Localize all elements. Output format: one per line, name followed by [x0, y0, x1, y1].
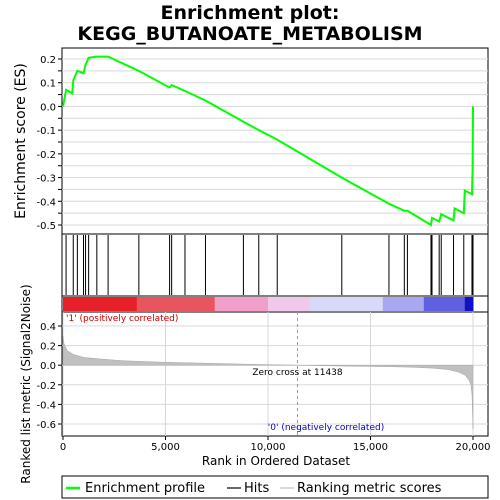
- hit-marks: [65, 235, 474, 295]
- es-ytick-label-0: 0.2: [40, 55, 56, 66]
- xtick-label-4: 20,000: [456, 442, 491, 453]
- ranking-gridlines: [62, 312, 488, 436]
- xtick-label-3: 15,000: [353, 442, 388, 453]
- ranking-panel-frame: [61, 311, 489, 437]
- chart-title-line1: Enrichment plot:: [161, 2, 340, 24]
- legend-label-enrichment: Enrichment profile: [85, 481, 205, 496]
- heat-bar-segment-3: [268, 297, 310, 311]
- zero-cross-label: Zero cross at 11438: [252, 368, 343, 378]
- rank-ytick-label-0: 0.4: [40, 322, 56, 333]
- es-ytick-label-2: 0.1: [40, 79, 56, 90]
- x-axis-label: Rank in Ordered Dataset: [202, 454, 350, 468]
- rank-ytick-label-4: -0.4: [36, 400, 56, 411]
- legend-box: [61, 475, 489, 499]
- hits-panel-frame: [61, 233, 489, 297]
- rank-ytick-label-1: 0.2: [40, 342, 56, 353]
- ranking-metric-area: [62, 335, 474, 429]
- es-ytick-label-6: -0.1: [36, 126, 56, 137]
- rank-ytick-label-3: -0.2: [36, 381, 56, 392]
- legend-label-hits: Hits: [244, 481, 269, 496]
- heat-bar-segment-1: [136, 297, 216, 311]
- heat-bar-segment-0: [63, 297, 138, 311]
- es-ytick-label-8: -0.2: [36, 150, 56, 161]
- heat-bar-segment-2: [214, 297, 269, 311]
- ranking-heat-bar: [63, 297, 474, 311]
- negative-correlation-label: '0' (negatively correlated): [268, 423, 384, 433]
- ranking-x-ticks: 0 5,000 10,000 15,000 20,000: [60, 436, 491, 453]
- rank-ytick-label-5: -0.6: [36, 420, 56, 431]
- rank-ytick-label-2: 0.0: [40, 361, 56, 372]
- es-ytick-label-10: -0.3: [36, 174, 56, 185]
- legend-label-ranking: Ranking metric scores: [297, 481, 442, 496]
- xtick-label-1: 5,000: [151, 442, 180, 453]
- xtick-label-0: 0: [60, 442, 66, 453]
- es-panel-frame: [61, 47, 489, 235]
- es-y-ticks: 0.2 0.1 0.0 -0.1 -0.2 -0.3 -0.4 -0.5: [36, 55, 62, 232]
- enrichment-profile-line: [62, 55, 474, 227]
- xtick-label-2: 10,000: [251, 442, 286, 453]
- positive-correlation-label: '1' (positively correlated): [66, 314, 178, 324]
- es-gridlines: [62, 58, 488, 226]
- ranking-y-axis-label: Ranked list metric (Signal2Noise): [19, 284, 33, 483]
- es-ytick-label-12: -0.4: [36, 197, 56, 208]
- es-y-axis-label: Enrichment score (ES): [13, 63, 29, 219]
- heat-bar-segment-7: [464, 297, 474, 311]
- es-ytick-label-14: -0.5: [36, 221, 56, 232]
- chart-title-line2: KEGG_BUTANOATE_METABOLISM: [77, 23, 422, 45]
- es-ytick-label-4: 0.0: [40, 102, 56, 113]
- heat-bar-segment-4: [309, 297, 384, 311]
- heat-bar-segment-5: [382, 297, 425, 311]
- heat-bar-segment-6: [423, 297, 466, 311]
- ranking-y-ticks: 0.4 0.2 0.0 -0.2 -0.4 -0.6: [36, 322, 62, 431]
